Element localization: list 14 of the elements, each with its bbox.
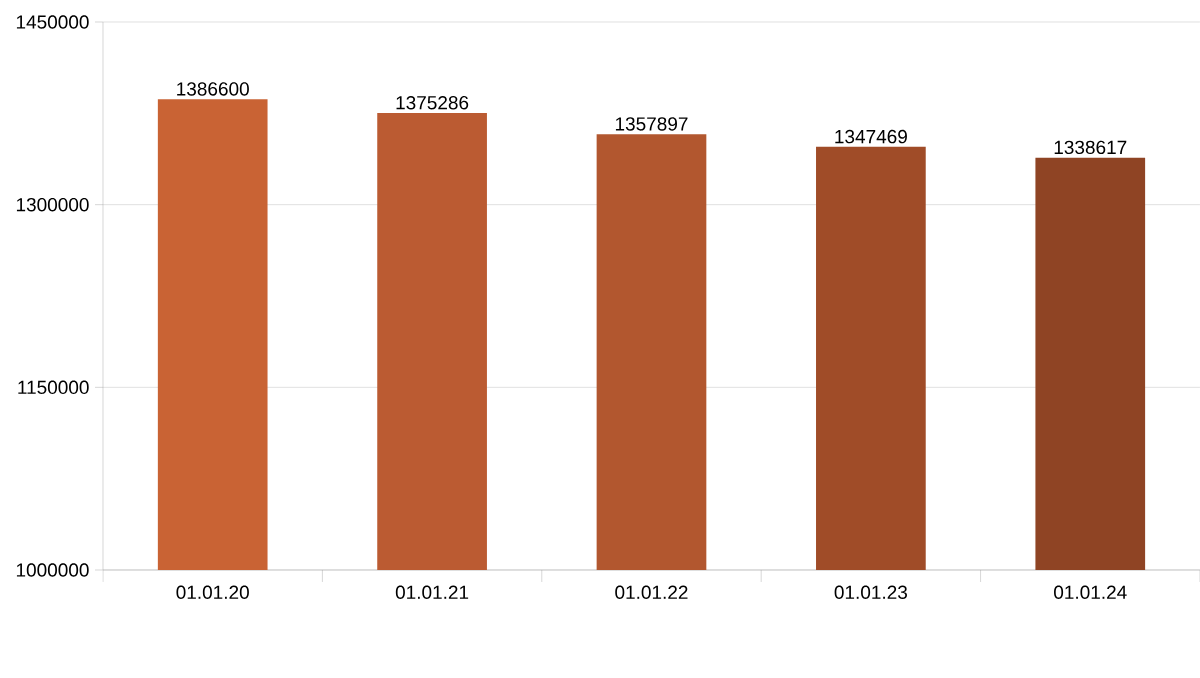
x-tick-label: 01.01.23 [834, 585, 907, 599]
data-label: 1386600 [177, 82, 249, 96]
data-label: 1357897 [615, 117, 688, 131]
x-tick-label: 01.01.24 [1054, 585, 1127, 599]
x-tick-label: 01.01.22 [615, 585, 688, 599]
x-tick-label: 01.01.21 [395, 585, 469, 599]
data-label: 1338617 [1054, 140, 1127, 155]
x-tick-label: 01.01.20 [176, 585, 249, 599]
data-label: 1347469 [835, 129, 907, 144]
y-tick-label: 1150000 [18, 380, 89, 395]
y-tick-label: 1000000 [16, 563, 89, 577]
y-tick-label: 1300000 [16, 197, 89, 212]
data-label: 1375286 [396, 96, 469, 110]
y-tick-label: 1450000 [16, 15, 89, 29]
